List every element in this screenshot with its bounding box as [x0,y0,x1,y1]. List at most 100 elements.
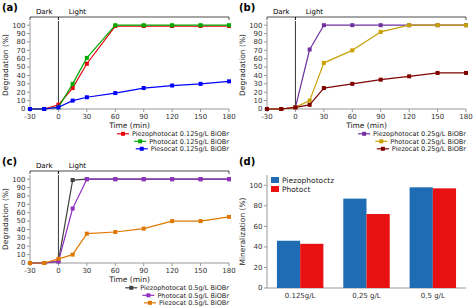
y-tick [264,41,267,42]
reference-line [295,21,296,109]
series-line [267,25,466,109]
x-tick [200,263,201,266]
point [308,103,312,107]
point [170,23,174,27]
bracket-tick [58,17,59,20]
point [227,177,231,181]
y-tick-label: 80 [254,38,263,46]
y-tick [27,179,30,180]
y-tick [27,67,30,68]
bracket [58,17,229,18]
annotation: Dark [36,8,54,16]
x-tick [466,109,467,112]
series-line [267,25,466,109]
x-tick-label: 150 [194,113,207,121]
x-tick-label: 120 [165,267,178,275]
panel-label: (b) [239,2,255,13]
point [71,99,75,103]
point [85,56,89,60]
y-tick [27,33,30,34]
series-line [30,179,229,263]
y-tick-label: 30 [254,80,263,88]
point [142,177,146,181]
point [279,107,283,111]
bar [277,241,300,288]
y-tick-label: 90 [17,184,26,192]
panel-label: (c) [2,156,17,167]
point [28,261,32,265]
point [71,82,75,86]
point [56,105,60,109]
point [113,230,117,234]
bracket [58,171,229,172]
point [322,86,326,90]
bracket-tick [229,17,230,20]
reference-line [58,175,59,263]
y-tick-label: 10 [254,97,263,105]
y-tick-label: 50 [17,217,26,225]
legend: PiezophotoctzPhotoct [271,176,334,194]
legend-swatch [271,177,279,183]
point [293,105,297,109]
x-tick [409,109,410,112]
point [199,177,203,181]
point [170,84,174,88]
series-line [30,26,229,109]
y-tick-label: 90 [254,30,263,38]
point [227,24,231,28]
point [293,105,297,109]
annotation: Light [69,8,87,16]
x-tick-label: 180 [222,267,235,275]
y-tick-label: 40 [254,243,263,251]
point [42,107,46,111]
point [142,23,146,27]
point [28,261,32,265]
point [293,105,297,109]
x-tick-label: 180 [222,113,235,121]
y-tick [27,237,30,238]
y-axis-line [30,175,31,263]
y-axis-line [267,21,268,109]
y-tick-label: 100 [12,176,25,184]
point [407,23,411,27]
point [28,107,32,111]
x-tick [352,109,353,112]
bracket [30,17,58,18]
x-tick-label: 30 [319,113,328,121]
point [71,178,75,182]
point [436,23,440,27]
bracket-tick [58,17,59,20]
y-axis-line [267,175,268,288]
point [71,207,75,211]
y-tick-label: 40 [17,226,26,234]
point [350,82,354,86]
y-tick-label: 10 [17,251,26,259]
y-axis-label: Mineralization (%) [238,197,247,265]
y-tick-label: 60 [17,209,26,217]
annotation: Light [69,162,87,170]
y-tick [264,67,267,68]
point [28,107,32,111]
y-tick [27,221,30,222]
point [464,23,468,27]
panel: (a)0102030405060708090100Degradation (%)… [1,2,236,153]
y-tick-label: 60 [17,55,26,63]
x-tick-label: 120 [165,113,178,121]
y-tick [264,75,267,76]
bracket-tick [466,17,467,20]
bracket-tick [58,171,59,174]
y-tick-label: 70 [254,47,263,55]
bracket [267,17,295,18]
x-tick-label: 150 [194,267,207,275]
plot-area [28,21,231,111]
y-tick-label: 60 [254,55,263,63]
point [464,23,468,27]
y-tick-label: 60 [254,223,263,231]
y-tick-label: 90 [17,30,26,38]
series-line [30,217,229,263]
point [42,261,46,265]
x-tick [58,109,59,112]
point [350,23,354,27]
x-axis-label: Time (min) [345,121,387,130]
point [42,261,46,265]
